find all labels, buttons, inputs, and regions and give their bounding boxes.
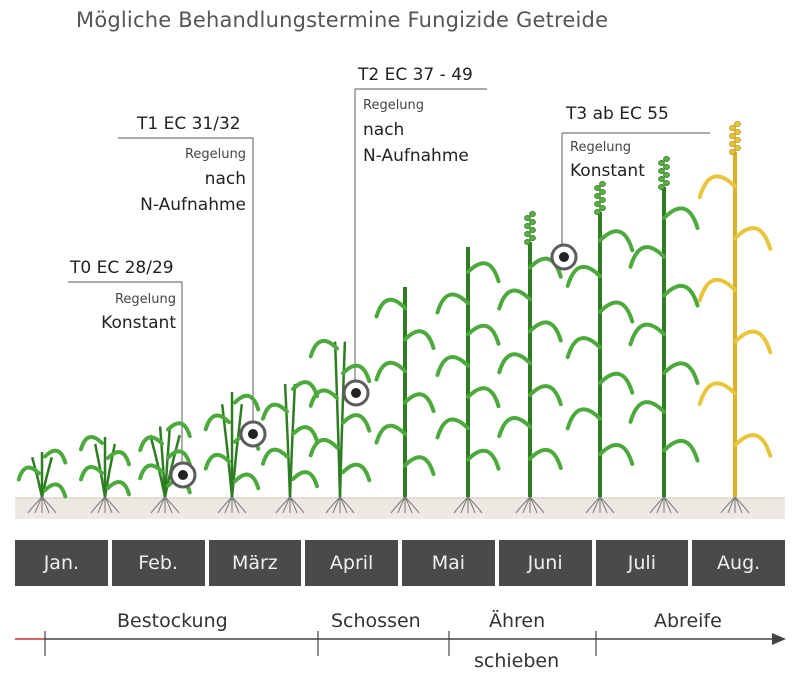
plant-9: [497, 210, 563, 514]
phase-abreife: Abreife: [654, 610, 722, 632]
phase-schossen: Schossen: [331, 610, 421, 632]
t2-marker-dot: [351, 388, 361, 398]
month-jan: Jan.: [15, 540, 108, 586]
t1-label: T1 EC 31/32: [137, 114, 241, 134]
t0-regelung: Regelung: [114, 292, 176, 307]
phase-bestockung: Bestockung: [117, 610, 228, 632]
t2-mode-line1: nach: [363, 120, 405, 140]
timeline-axis: [15, 631, 786, 656]
plant-10: [565, 180, 635, 514]
month-maerz: März: [208, 540, 302, 586]
t2-label: T2 EC 37 - 49: [358, 65, 473, 85]
phase-schieben: schieben: [474, 650, 560, 672]
plant-7: [374, 287, 436, 514]
t1-regelung: Regelung: [184, 147, 246, 162]
plant-12: [697, 121, 773, 514]
plant-5: [261, 380, 319, 514]
t0-mode: Konstant: [101, 313, 176, 333]
plant-6: [308, 339, 372, 514]
t3-label: T3 ab EC 55: [566, 104, 669, 124]
month-bar: Jan. Feb. März April Mai Juni Juli Aug.: [15, 540, 785, 586]
t0-marker-dot: [178, 470, 188, 480]
t2-regelung: Regelung: [363, 98, 425, 113]
t0-leader-line: [68, 281, 183, 474]
t1-mode-line1: nach: [204, 169, 246, 189]
plants: [16, 121, 773, 514]
plant-2: [79, 435, 131, 514]
plant-4: [203, 392, 261, 514]
month-mai: Mai: [402, 540, 495, 586]
t3-mode: Konstant: [570, 161, 645, 181]
month-april: April: [305, 540, 398, 586]
t1-leader-line: [118, 137, 254, 433]
t1-marker-dot: [248, 429, 258, 439]
month-aug: Aug.: [692, 540, 785, 586]
t2-mode-line2: N-Aufnahme: [363, 146, 469, 166]
t3-regelung: Regelung: [570, 140, 632, 155]
t3-marker-dot: [559, 252, 569, 262]
month-juli: Juli: [595, 540, 689, 586]
leader-lines: [68, 88, 710, 474]
treatment-markers: [169, 243, 578, 489]
plant-8: [435, 247, 501, 514]
plant-1: [16, 448, 68, 514]
phase-aehren: Ähren: [489, 610, 546, 632]
t0-label: T0 EC 28/29: [70, 258, 174, 278]
page-title: Mögliche Behandlungstermine Fungizide Ge…: [76, 8, 609, 32]
month-feb: Feb.: [111, 540, 205, 586]
timeline-arrowhead: [772, 633, 786, 645]
plant-11: [628, 155, 700, 514]
t1-mode-line2: N-Aufnahme: [140, 195, 246, 215]
month-juni: Juni: [498, 540, 592, 586]
